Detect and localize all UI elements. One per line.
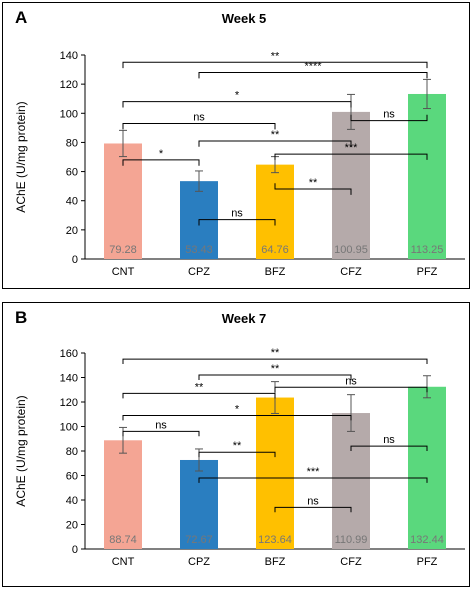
significance-bracket (198, 451, 276, 458)
y-axis-label: AChE (U/mg protein) (14, 101, 28, 212)
y-axis-label: AChE (U/mg protein) (14, 395, 28, 506)
bar-cfz (332, 111, 370, 259)
significance-label: **** (304, 60, 322, 72)
significance-label: *** (345, 142, 359, 154)
chart-panel-b: B Week 7 AChE (U/mg protein) 0 20 40 60 80 100 12… (2, 302, 470, 587)
y-tick-label: 0 (72, 544, 78, 556)
chart-title: Week 5 (222, 11, 267, 26)
bar-pfz (408, 93, 446, 259)
y-tick-label: 40 (66, 196, 78, 208)
bar-bfz (256, 397, 294, 549)
chart-svg-week-5: A Week 5 AChE (U/mg protein) 0 20 40 60 80 100 12… (14, 8, 465, 278)
significance-bracket (274, 506, 352, 513)
x-tick-label: CNT (112, 266, 135, 278)
significance-label: ns (231, 208, 243, 220)
significance-label: ** (271, 129, 280, 141)
data-label: 64.76 (261, 244, 289, 256)
significance-label: ns (383, 434, 395, 446)
significance-bracket (122, 101, 352, 108)
data-label: 123.64 (258, 534, 292, 546)
significance-bracket (198, 374, 352, 380)
x-tick-label: BFZ (265, 556, 286, 568)
x-tick-label: PFZ (417, 266, 438, 278)
data-label: 113.25 (411, 244, 444, 256)
bar-cfz (332, 413, 370, 549)
bar-bfz (256, 164, 294, 259)
x-tick-label: CPZ (188, 556, 210, 568)
data-label: 53.43 (185, 244, 213, 256)
x-tick-label: PFZ (417, 556, 438, 568)
y-tick-label: 60 (66, 471, 78, 483)
significance-label: ** (271, 50, 280, 62)
bar-pfz (408, 386, 446, 549)
significance-label: * (159, 148, 164, 160)
significance-label: ns (383, 109, 395, 121)
significance-bracket (198, 140, 352, 147)
significance-label: ** (195, 381, 204, 393)
x-tick-label: CFZ (340, 556, 362, 568)
y-tick-label: 0 (72, 254, 78, 266)
significance-label: ns (193, 111, 205, 123)
significance-label: ns (155, 419, 167, 431)
significance-bracket (198, 71, 428, 79)
significance-bracket (122, 122, 276, 130)
significance-label: ns (345, 375, 357, 387)
y-tick-label: 120 (60, 79, 78, 91)
chart-svg-week-7: B Week 7 AChE (U/mg protein) 0 20 40 60 80 100 12… (14, 308, 465, 568)
y-tick-label: 20 (66, 225, 78, 237)
significance-label: * (235, 90, 240, 102)
significance-label: ** (233, 440, 242, 452)
chart-panel-a: A Week 5 AChE (U/mg protein) 0 20 40 60 80 100 12… (2, 2, 470, 289)
y-tick-label: 80 (66, 137, 78, 149)
significance-bracket (122, 392, 276, 399)
significance-bracket (122, 414, 352, 421)
data-label: 100.95 (334, 244, 368, 256)
y-tick-label: 140 (60, 50, 78, 62)
significance-label: ns (307, 495, 319, 507)
significance-bracket (274, 183, 352, 195)
significance-bracket (122, 159, 200, 166)
significance-label: ** (271, 347, 280, 359)
significance-label: * (235, 403, 240, 415)
panel-label: A (15, 8, 27, 27)
data-label: 72.67 (185, 534, 213, 546)
significance-label: ** (271, 363, 280, 375)
x-tick-label: BFZ (265, 266, 286, 278)
significance-label: *** (307, 466, 321, 478)
y-tick-label: 100 (60, 108, 78, 120)
y-tick-label: 120 (60, 397, 78, 409)
y-tick-label: 20 (66, 520, 78, 532)
data-label: 79.28 (109, 244, 137, 256)
significance-bracket (350, 445, 428, 451)
bar-cpz (180, 459, 218, 549)
x-tick-label: CPZ (188, 266, 210, 278)
y-tick-label: 80 (66, 446, 78, 458)
significance-label: ** (309, 177, 318, 189)
significance-bracket (122, 358, 428, 365)
data-label: 88.74 (109, 534, 137, 546)
y-tick-label: 100 (60, 422, 78, 434)
significance-bracket (274, 386, 428, 393)
y-tick-label: 160 (60, 348, 78, 360)
bar-cnt (104, 440, 142, 549)
significance-bracket (274, 153, 428, 160)
significance-bracket (350, 114, 428, 122)
x-tick-label: CFZ (340, 266, 362, 278)
data-label: 132.44 (410, 534, 444, 546)
data-label: 110.99 (335, 534, 368, 546)
significance-bracket (122, 61, 428, 69)
panel-label: B (15, 308, 27, 327)
x-tick-label: CNT (112, 556, 135, 568)
y-tick-label: 140 (60, 373, 78, 385)
chart-title: Week 7 (222, 311, 267, 326)
significance-bracket (198, 477, 428, 483)
significance-bracket (122, 430, 200, 437)
significance-bracket (198, 219, 276, 226)
y-tick-label: 40 (66, 495, 78, 507)
y-tick-label: 60 (66, 167, 78, 179)
